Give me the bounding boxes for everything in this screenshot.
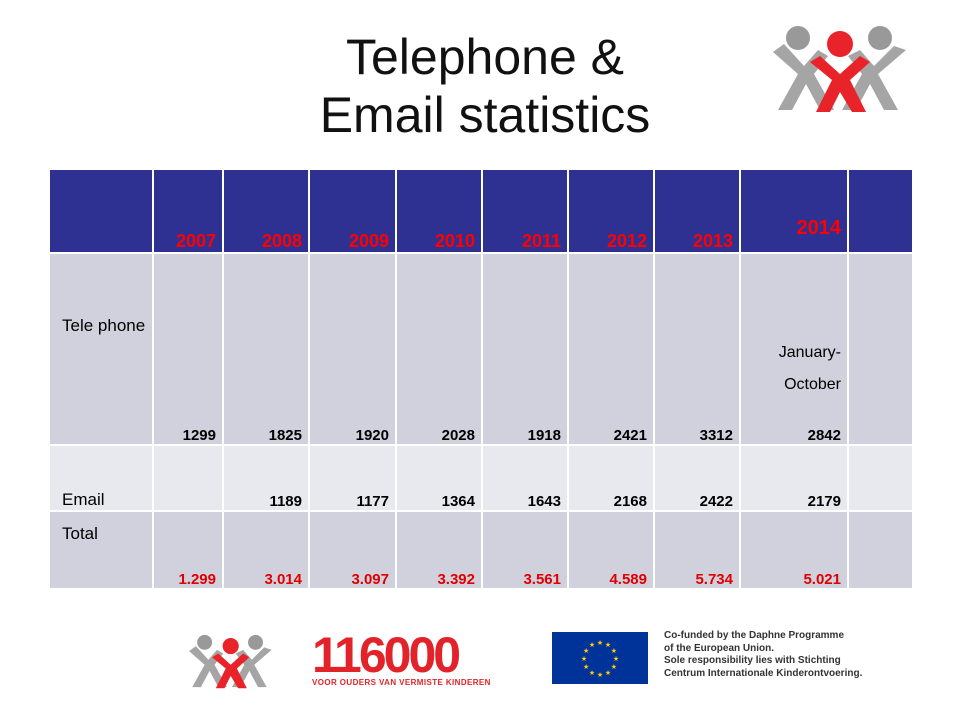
organization-logo-small (189, 634, 272, 689)
eu-star-icon: ★ (581, 655, 587, 663)
table-cell: 1299 (152, 252, 224, 446)
eu-star-icon: ★ (589, 641, 595, 649)
table-cell: 3.561 (481, 510, 569, 590)
page-title: Telephone & Email statistics (200, 28, 770, 144)
table-cell: 4.589 (567, 510, 655, 590)
table-row-email: Email 1189 1177 1364 1643 2168 2422 2179 (48, 444, 914, 512)
helpline-logo: 116000 VOOR OUDERS VAN VERMISTE KINDEREN (312, 627, 514, 690)
eu-star-icon: ★ (589, 669, 595, 677)
header-empty-cell (847, 168, 914, 254)
year-header: 2010 (395, 168, 483, 254)
table-row-total: Total 1.299 3.014 3.097 3.392 3.561 4.58… (48, 510, 914, 590)
table-cell-empty (847, 510, 914, 590)
helpline-tagline: VOOR OUDERS VAN VERMISTE KINDEREN (312, 678, 491, 687)
header-corner-cell (48, 168, 154, 254)
table-cell-2014: January- October 2842 (739, 252, 849, 446)
eu-text-line: Centrum Internationale Kinderontvoering. (664, 667, 863, 679)
table-cell: 1364 (395, 444, 483, 512)
statistics-table: 2007 2008 2009 2010 2011 2012 2013 2014 … (48, 168, 914, 590)
eu-star-icon: ★ (605, 641, 611, 649)
table-row-telephone: Tele phone 1299 1825 1920 2028 1918 2421… (48, 252, 914, 446)
table-cell: 3.392 (395, 510, 483, 590)
table-cell: 2179 (739, 444, 849, 512)
eu-flag-icon: ★ ★★★★★★★★★★★ (552, 632, 648, 684)
table-cell: 5.021 (739, 510, 849, 590)
row-label: Email (48, 444, 154, 512)
period-note: January- October (778, 344, 841, 393)
table-cell: 1918 (481, 252, 569, 446)
table-cell: 3312 (653, 252, 741, 446)
table-cell: 1189 (222, 444, 310, 512)
cell-value: 2842 (807, 427, 841, 444)
eu-funding-notice: Co-funded by the Daphne Programme of the… (664, 630, 894, 680)
eu-text-line: of the European Union. (664, 642, 774, 654)
eu-star-icon: ★ (583, 647, 589, 655)
year-header: 2008 (222, 168, 310, 254)
row-label: Total (48, 510, 154, 590)
year-header: 2014 (739, 168, 849, 254)
year-header: 2007 (152, 168, 224, 254)
table-cell-empty (847, 252, 914, 446)
eu-star-icon: ★ (611, 647, 617, 655)
table-cell: 2421 (567, 252, 655, 446)
table-cell: 1.299 (152, 510, 224, 590)
organization-logo (773, 26, 906, 112)
table-cell: 2028 (395, 252, 483, 446)
table-cell: 1643 (481, 444, 569, 512)
eu-star-icon: ★ (597, 671, 603, 679)
title-line-1: Telephone & (345, 29, 624, 85)
table-cell-empty (847, 444, 914, 512)
year-header: 2011 (481, 168, 569, 254)
table-cell: 1177 (308, 444, 397, 512)
eu-star-icon: ★ (611, 663, 617, 671)
year-header: 2009 (308, 168, 397, 254)
eu-star-icon: ★ (613, 655, 619, 663)
table-cell: 3.014 (222, 510, 310, 590)
eu-text-line: Sole responsibility lies with Stichting (664, 655, 841, 666)
table-cell: 2168 (567, 444, 655, 512)
row-label: Tele phone (48, 252, 154, 446)
eu-star-icon: ★ (605, 669, 611, 677)
eu-text-line: Co-funded by the Daphne Programme (664, 630, 845, 641)
table-cell: 1920 (308, 252, 397, 446)
eu-star-icon: ★ (583, 663, 589, 671)
year-header: 2013 (653, 168, 741, 254)
eu-star-icon: ★ (597, 639, 603, 647)
table-cell: 2422 (653, 444, 741, 512)
table-cell: 1825 (222, 252, 310, 446)
table-header-row: 2007 2008 2009 2010 2011 2012 2013 2014 (48, 168, 914, 254)
table-cell: 3.097 (308, 510, 397, 590)
year-header: 2012 (567, 168, 655, 254)
table-cell: 5.734 (653, 510, 741, 590)
title-line-2: Email statistics (319, 87, 651, 143)
helpline-number: 116000 (312, 627, 461, 683)
table-cell (152, 444, 224, 512)
